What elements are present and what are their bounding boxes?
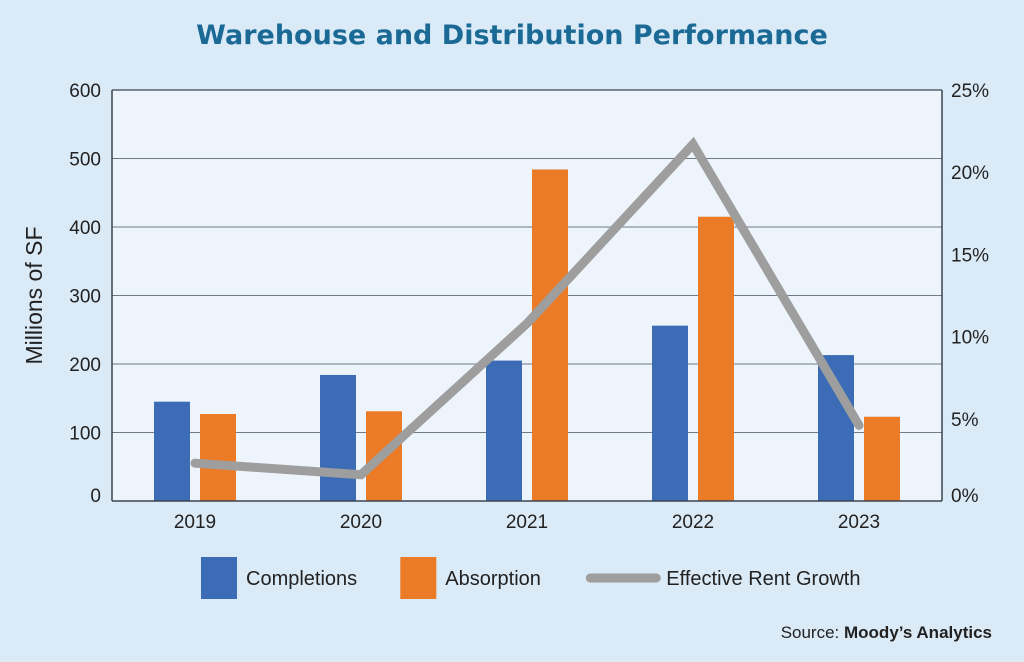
bar-absorption-2019 (200, 414, 236, 501)
bars (154, 169, 900, 501)
left-tick-label: 400 (69, 218, 101, 239)
bar-completions-2019 (154, 401, 190, 501)
bar-absorption-2022 (698, 216, 734, 501)
bar-completions-2020 (320, 374, 356, 501)
right-tick-label: 20% (951, 163, 989, 184)
bar-absorption-2023 (864, 416, 900, 501)
left-axis-ticks: 0 100 200 300 400 500 600 (69, 81, 101, 507)
right-tick-label: 25% (951, 81, 989, 102)
x-tick-label: 2021 (506, 512, 548, 533)
bar-absorption-2021 (532, 169, 568, 501)
left-tick-label: 0 (90, 486, 101, 507)
left-tick-label: 300 (69, 287, 101, 308)
legend-swatch-completions (201, 557, 237, 599)
legend: Completions Absorption Effective Rent Grow… (201, 557, 860, 599)
grid-lines (112, 158, 942, 433)
source-name: Moody’s Analytics (844, 623, 992, 642)
bar-completions-2021 (486, 360, 522, 501)
left-tick-label: 500 (69, 150, 101, 171)
chart-title: Warehouse and Distribution Performance (196, 20, 828, 51)
left-tick-label: 600 (69, 81, 101, 102)
source-prefix: Source: (780, 623, 844, 642)
source-credit: Source: Moody’s Analytics (781, 623, 992, 643)
x-tick-label: 2019 (174, 512, 216, 533)
rent-growth-line-layer (190, 136, 864, 480)
right-tick-label: 5% (951, 410, 979, 431)
x-axis-ticks: 2019 2020 2021 2022 2023 (174, 512, 880, 533)
right-tick-label: 15% (951, 245, 989, 266)
bar-completions-2023 (818, 355, 854, 501)
legend-label-absorption: Absorption (445, 568, 541, 590)
right-axis-ticks: 0% 5% 10% 15% 20% 25% (951, 81, 989, 507)
left-tick-label: 200 (69, 355, 101, 376)
left-tick-label: 100 (69, 424, 101, 445)
y-axis-label: Millions of SF (21, 226, 47, 364)
legend-swatch-absorption (400, 557, 437, 599)
right-tick-label: 0% (951, 486, 979, 507)
legend-label-completions: Completions (246, 568, 357, 590)
x-tick-label: 2020 (340, 512, 382, 533)
legend-label-effective-rent-growth: Effective Rent Growth (666, 568, 860, 590)
right-tick-label: 10% (951, 328, 989, 349)
bar-completions-2022 (652, 325, 688, 501)
axes (111, 89, 943, 502)
x-tick-label: 2022 (672, 512, 714, 533)
x-tick-label: 2023 (838, 512, 880, 533)
